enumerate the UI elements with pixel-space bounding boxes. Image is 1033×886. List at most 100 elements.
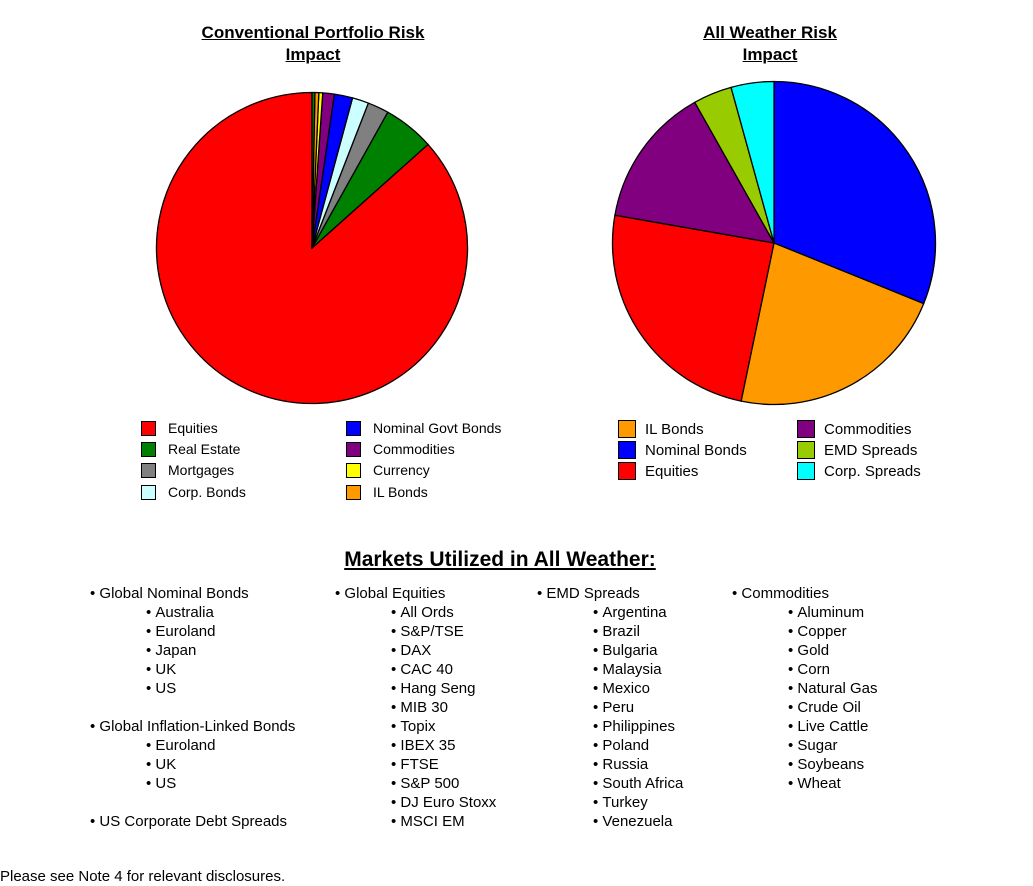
- markets-item: Euroland: [90, 736, 295, 755]
- legend-label: EMD Spreads: [824, 442, 918, 459]
- markets-item: Mexico: [537, 679, 683, 698]
- legend-swatch: [797, 420, 815, 438]
- markets-item: South Africa: [537, 774, 683, 793]
- markets-item: Hang Seng: [335, 679, 496, 698]
- chart1-title: Conventional Portfolio Risk Impact: [163, 22, 463, 66]
- markets-item: Poland: [537, 736, 683, 755]
- legend-swatch: [618, 420, 636, 438]
- pie-slice-il-bonds: [740, 242, 925, 406]
- markets-item: IBEX 35: [335, 736, 496, 755]
- legend-label: Currency: [373, 462, 430, 478]
- legend-swatch: [141, 421, 156, 436]
- markets-group-heading: Commodities: [732, 584, 877, 603]
- chart2-title-line2: Impact: [742, 45, 798, 64]
- legend-swatch: [346, 463, 361, 478]
- legend-label: Commodities: [824, 421, 912, 438]
- markets-item: MSCI EM: [335, 812, 496, 831]
- markets-column: Global EquitiesAll OrdsS&P/TSEDAXCAC 40H…: [335, 584, 496, 850]
- chart1-title-line1: Conventional Portfolio Risk: [201, 23, 425, 42]
- markets-title: Markets Utilized in All Weather:: [344, 548, 656, 571]
- markets-item: Turkey: [537, 793, 683, 812]
- markets-item: Natural Gas: [732, 679, 877, 698]
- legend-swatch: [141, 442, 156, 457]
- markets-item: UK: [90, 755, 295, 774]
- markets-item: UK: [90, 660, 295, 679]
- legend-label: Nominal Bonds: [645, 442, 747, 459]
- markets-item: Peru: [537, 698, 683, 717]
- legend-label: Corp. Spreads: [824, 463, 921, 480]
- legend-label: IL Bonds: [373, 484, 428, 500]
- markets-group-heading: Global Nominal Bonds: [90, 584, 295, 603]
- markets-item: CAC 40: [335, 660, 496, 679]
- pie-slice-commodities: [614, 101, 775, 244]
- legend-swatch: [618, 441, 636, 459]
- markets-item: Bulgaria: [537, 641, 683, 660]
- markets-item: DAX: [335, 641, 496, 660]
- legend-swatch: [797, 441, 815, 459]
- markets-group-heading: EMD Spreads: [537, 584, 683, 603]
- chart2-title-line1: All Weather Risk: [703, 23, 837, 42]
- markets-item: Gold: [732, 641, 877, 660]
- markets-group: Global EquitiesAll OrdsS&P/TSEDAXCAC 40H…: [335, 584, 496, 831]
- markets-item: US: [90, 679, 295, 698]
- legend-swatch: [141, 485, 156, 500]
- markets-item: Wheat: [732, 774, 877, 793]
- markets-item: Euroland: [90, 622, 295, 641]
- markets-item: US: [90, 774, 295, 793]
- legend-label: Equities: [645, 463, 699, 480]
- all-weather-pie-chart: [611, 80, 937, 406]
- markets-group-heading: Global Equities: [335, 584, 496, 603]
- legend-label: Real Estate: [168, 441, 241, 457]
- legend-swatch: [618, 462, 636, 480]
- markets-item: Australia: [90, 603, 295, 622]
- legend-label: Mortgages: [168, 462, 235, 478]
- markets-group: Global Inflation-Linked BondsEurolandUKU…: [90, 717, 295, 793]
- pie-slice-equities: [611, 214, 775, 402]
- markets-item: Topix: [335, 717, 496, 736]
- markets-item: DJ Euro Stoxx: [335, 793, 496, 812]
- markets-item: Brazil: [537, 622, 683, 641]
- markets-group-heading: Global Inflation-Linked Bonds: [90, 717, 295, 736]
- markets-column: CommoditiesAluminumCopperGoldCornNatural…: [732, 584, 877, 812]
- pie-slice-corp-spreads: [730, 80, 775, 244]
- markets-item: Soybeans: [732, 755, 877, 774]
- markets-item: Copper: [732, 622, 877, 641]
- markets-item: Philippines: [537, 717, 683, 736]
- markets-group-heading: US Corporate Debt Spreads: [90, 812, 295, 831]
- legend-label: Corp. Bonds: [168, 484, 246, 500]
- legend-label: Commodities: [373, 441, 455, 457]
- legend-swatch: [141, 463, 156, 478]
- chart2-title: All Weather Risk Impact: [620, 22, 920, 66]
- pie-slice-other: [311, 91, 316, 249]
- markets-item: All Ords: [335, 603, 496, 622]
- markets-item: Live Cattle: [732, 717, 877, 736]
- legend-label: Equities: [168, 420, 218, 436]
- pie-slice-nominal-bonds: [773, 80, 937, 305]
- legend-swatch: [797, 462, 815, 480]
- markets-item: Sugar: [732, 736, 877, 755]
- markets-item: Venezuela: [537, 812, 683, 831]
- markets-item: MIB 30: [335, 698, 496, 717]
- legend-swatch: [346, 442, 361, 457]
- legend-swatch: [346, 485, 361, 500]
- markets-column: Global Nominal BondsAustraliaEurolandJap…: [90, 584, 295, 850]
- markets-item: Argentina: [537, 603, 683, 622]
- markets-item: S&P/TSE: [335, 622, 496, 641]
- legend-label: Nominal Govt Bonds: [373, 420, 502, 436]
- markets-item: S&P 500: [335, 774, 496, 793]
- markets-group: CommoditiesAluminumCopperGoldCornNatural…: [732, 584, 877, 793]
- markets-column: EMD SpreadsArgentinaBrazilBulgariaMalays…: [537, 584, 683, 850]
- legend-swatch: [346, 421, 361, 436]
- markets-group: US Corporate Debt Spreads: [90, 812, 295, 831]
- markets-item: Japan: [90, 641, 295, 660]
- markets-item: Russia: [537, 755, 683, 774]
- markets-group: Global Nominal BondsAustraliaEurolandJap…: [90, 584, 295, 698]
- markets-item: Malaysia: [537, 660, 683, 679]
- chart1-title-line2: Impact: [285, 45, 341, 64]
- pie-slice-equities: [155, 91, 469, 405]
- markets-item: Corn: [732, 660, 877, 679]
- legend-label: IL Bonds: [645, 421, 704, 438]
- conventional-pie-chart: [155, 91, 469, 405]
- markets-item: Crude Oil: [732, 698, 877, 717]
- markets-item: FTSE: [335, 755, 496, 774]
